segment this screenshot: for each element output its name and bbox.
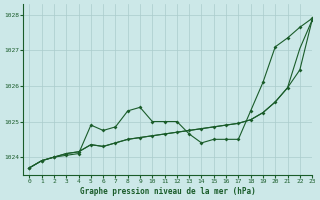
X-axis label: Graphe pression niveau de la mer (hPa): Graphe pression niveau de la mer (hPa) <box>80 187 256 196</box>
